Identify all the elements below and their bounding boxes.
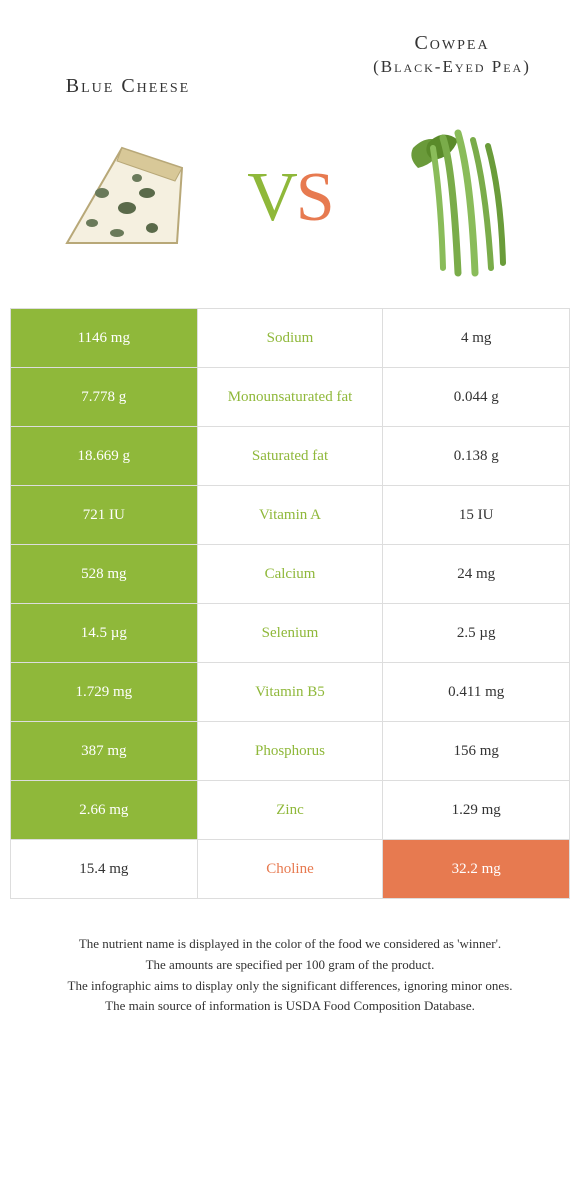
footer-line-2: The amounts are specified per 100 gram o…	[30, 955, 550, 976]
right-value: 0.044 g	[383, 368, 570, 427]
left-value: 18.669 g	[11, 427, 198, 486]
nutrient-name: Vitamin B5	[197, 663, 383, 722]
right-value: 156 mg	[383, 722, 570, 781]
table-row: 721 IUVitamin A15 IU	[11, 486, 570, 545]
nutrient-name: Calcium	[197, 545, 383, 604]
left-value: 14.5 µg	[11, 604, 198, 663]
table-row: 1.729 mgVitamin B50.411 mg	[11, 663, 570, 722]
footer-line-1: The nutrient name is displayed in the co…	[30, 934, 550, 955]
table-row: 387 mgPhosphorus156 mg	[11, 722, 570, 781]
nutrient-name: Vitamin A	[197, 486, 383, 545]
cheese-icon	[42, 118, 202, 278]
cowpea-icon	[378, 118, 538, 278]
right-value: 0.138 g	[383, 427, 570, 486]
table-row: 528 mgCalcium24 mg	[11, 545, 570, 604]
left-value: 528 mg	[11, 545, 198, 604]
right-value: 24 mg	[383, 545, 570, 604]
nutrient-name: Monounsaturated fat	[197, 368, 383, 427]
right-value: 2.5 µg	[383, 604, 570, 663]
table-row: 7.778 gMonounsaturated fat0.044 g	[11, 368, 570, 427]
right-title-main: Cowpea	[414, 32, 489, 54]
nutrient-name: Phosphorus	[197, 722, 383, 781]
left-food-title: Blue Cheese	[20, 30, 236, 98]
nutrient-name: Sodium	[197, 309, 383, 368]
table-row: 18.669 gSaturated fat0.138 g	[11, 427, 570, 486]
table-row: 14.5 µgSelenium2.5 µg	[11, 604, 570, 663]
left-value: 387 mg	[11, 722, 198, 781]
table-row: 15.4 mgCholine32.2 mg	[11, 840, 570, 899]
right-value: 4 mg	[383, 309, 570, 368]
right-value: 32.2 mg	[383, 840, 570, 899]
footer-notes: The nutrient name is displayed in the co…	[0, 899, 580, 1037]
left-value: 15.4 mg	[11, 840, 198, 899]
right-value: 15 IU	[383, 486, 570, 545]
left-value: 721 IU	[11, 486, 198, 545]
table-row: 2.66 mgZinc1.29 mg	[11, 781, 570, 840]
footer-line-4: The main source of information is USDA F…	[30, 996, 550, 1017]
left-value: 1.729 mg	[11, 663, 198, 722]
nutrient-name: Saturated fat	[197, 427, 383, 486]
right-food-title: Cowpea (Black-Eyed Pea)	[344, 30, 560, 78]
vs-row: VS	[0, 108, 580, 308]
left-value: 2.66 mg	[11, 781, 198, 840]
nutrient-name: Zinc	[197, 781, 383, 840]
vs-v: V	[247, 159, 296, 236]
comparison-table: 1146 mgSodium4 mg7.778 gMonounsaturated …	[10, 308, 570, 899]
right-title-sub: (Black-Eyed Pea)	[344, 56, 560, 78]
left-value: 7.778 g	[11, 368, 198, 427]
left-value: 1146 mg	[11, 309, 198, 368]
nutrient-name: Selenium	[197, 604, 383, 663]
vs-s: S	[296, 159, 333, 236]
right-value: 0.411 mg	[383, 663, 570, 722]
header: Blue Cheese Cowpea (Black-Eyed Pea)	[0, 0, 580, 108]
vs-text: VS	[247, 158, 333, 238]
nutrient-name: Choline	[197, 840, 383, 899]
right-value: 1.29 mg	[383, 781, 570, 840]
table-row: 1146 mgSodium4 mg	[11, 309, 570, 368]
footer-line-3: The infographic aims to display only the…	[30, 976, 550, 997]
